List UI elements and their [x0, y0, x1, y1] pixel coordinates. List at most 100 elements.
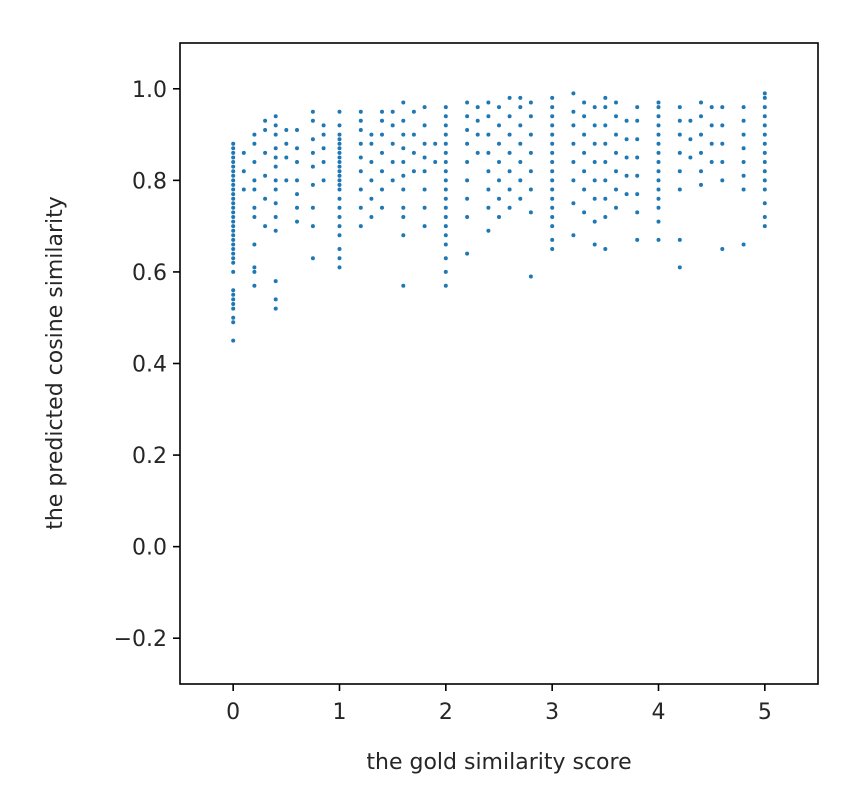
y-tick-label: 0.2 — [132, 444, 167, 469]
data-point — [295, 205, 299, 210]
data-point — [273, 178, 278, 183]
data-point — [614, 150, 618, 155]
data-point — [284, 128, 289, 132]
data-point — [241, 187, 246, 192]
data-point — [443, 269, 448, 274]
data-point — [571, 109, 576, 114]
data-point — [231, 178, 236, 183]
data-point — [401, 215, 406, 219]
data-point — [443, 242, 448, 247]
data-point — [624, 155, 629, 160]
y-tick-label: 0.6 — [132, 261, 167, 286]
data-point — [614, 132, 618, 137]
x-tick-label: 3 — [545, 700, 559, 725]
data-point — [443, 215, 448, 219]
data-point — [720, 123, 725, 128]
data-point — [571, 141, 576, 146]
data-point — [231, 215, 236, 219]
data-point — [358, 109, 363, 114]
data-point — [762, 132, 767, 137]
data-point — [310, 205, 315, 210]
data-point — [550, 196, 555, 201]
data-point — [380, 132, 384, 137]
data-point — [337, 224, 342, 229]
data-point — [762, 169, 767, 174]
data-point — [550, 132, 555, 137]
data-point — [677, 265, 682, 270]
data-point — [252, 205, 257, 210]
data-point — [720, 160, 725, 164]
data-point — [231, 141, 236, 146]
data-point — [390, 160, 395, 164]
data-point — [507, 114, 512, 119]
data-point — [390, 141, 395, 146]
data-point — [688, 155, 693, 160]
data-point — [582, 100, 587, 105]
x-tick-label: 0 — [226, 700, 240, 725]
data-point — [677, 118, 682, 123]
data-point — [231, 260, 236, 265]
data-point — [635, 118, 640, 123]
data-point — [486, 100, 491, 105]
data-point — [550, 187, 555, 192]
data-point — [518, 141, 523, 146]
data-point — [624, 137, 629, 142]
data-point — [422, 105, 427, 110]
x-tick-label: 5 — [758, 700, 772, 725]
data-point — [443, 132, 448, 137]
data-point — [603, 95, 608, 100]
data-point — [475, 118, 480, 123]
data-point — [507, 205, 512, 210]
data-point — [273, 187, 278, 192]
data-point — [231, 201, 236, 206]
data-point — [358, 224, 363, 229]
data-point — [741, 173, 746, 178]
data-point — [528, 114, 533, 119]
data-point — [241, 150, 246, 155]
data-point — [443, 224, 448, 229]
data-point — [635, 210, 640, 215]
data-point — [231, 192, 236, 197]
data-point — [614, 114, 618, 119]
data-point — [337, 146, 342, 151]
data-point — [465, 100, 470, 105]
data-point — [709, 123, 714, 128]
data-point — [443, 114, 448, 119]
data-point — [422, 205, 427, 210]
data-point — [337, 187, 342, 192]
data-point — [635, 155, 640, 160]
data-point — [252, 187, 257, 192]
data-point — [358, 187, 363, 192]
data-point — [582, 132, 587, 137]
data-point — [443, 123, 448, 128]
data-point — [741, 146, 746, 151]
data-point — [295, 128, 299, 132]
data-point — [380, 150, 384, 155]
data-point — [358, 141, 363, 146]
y-tick-label: 1.0 — [132, 78, 167, 103]
data-point — [550, 141, 555, 146]
plot-background — [180, 43, 818, 684]
data-point — [310, 256, 315, 261]
data-point — [273, 114, 278, 119]
data-point — [582, 210, 587, 215]
data-point — [592, 242, 597, 247]
data-point — [550, 95, 555, 100]
data-point — [550, 169, 555, 174]
data-point — [401, 233, 406, 238]
data-point — [284, 141, 289, 146]
data-point — [252, 283, 257, 288]
data-point — [741, 187, 746, 192]
data-point — [401, 160, 406, 164]
data-point — [337, 247, 342, 251]
data-point — [688, 137, 693, 142]
data-point — [231, 160, 236, 164]
data-point — [497, 215, 501, 219]
data-point — [273, 215, 278, 219]
data-point — [231, 155, 236, 160]
data-point — [475, 150, 480, 155]
data-point — [486, 187, 491, 192]
data-point — [433, 141, 438, 146]
data-point — [528, 150, 533, 155]
